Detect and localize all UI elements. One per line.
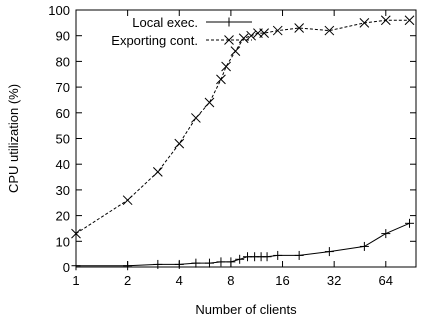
data-point-series-0 [191,258,201,268]
data-point-series-0 [216,257,226,267]
data-point-series-1 [221,61,231,72]
x-marker-b [191,113,201,123]
y-tick-label: 50 [56,132,70,147]
y-tick-label: 10 [56,234,70,249]
x-marker-b [380,15,391,26]
x-marker-b [238,33,249,44]
x-tick-label: 1 [72,273,79,288]
data-point-series-1 [359,17,370,28]
legend-label: Local exec. [132,15,198,30]
y-tick-label: 0 [63,260,70,275]
x-marker-b [324,25,335,36]
data-point-series-1 [324,25,335,36]
x-marker-b [152,167,163,177]
data-point-series-0 [153,259,163,269]
x-marker-b [230,46,241,56]
data-point-series-0 [204,258,214,268]
plot-frame [75,9,417,268]
data-point-series-0 [262,252,272,262]
y-tick-label: 60 [56,106,70,121]
y-tick-label: 30 [56,183,70,198]
x-marker-b [216,74,226,85]
data-point-series-1 [230,46,241,56]
data-point-series-1 [272,25,283,36]
data-point-series-1 [216,74,226,85]
y-tick-label: 70 [56,80,70,95]
data-point-series-1 [294,23,305,33]
data-point-series-1 [238,33,249,44]
legend-marker [224,17,234,27]
data-point-series-1 [122,195,133,206]
data-point-series-0 [381,229,391,239]
data-point-series-1 [204,97,215,108]
data-point-series-1 [152,167,163,177]
data-point-series-0 [235,254,245,264]
x-tick-label: 16 [275,273,289,288]
x-marker-b [204,97,215,108]
x-tick-label: 32 [327,273,341,288]
x-marker-b [359,17,370,28]
data-point-series-1 [259,28,269,38]
x-marker-b [272,25,283,36]
y-tick-label: 100 [48,3,70,18]
x-axis-title: Number of clients [195,302,297,317]
x-tick-label: 4 [176,273,183,288]
data-point-series-1 [246,30,257,41]
data-point-series-0 [294,250,304,260]
y-tick-label: 90 [56,29,70,44]
data-point-series-0 [405,218,415,228]
axes: 0 10 20 30 40 50 60 70 80 90 100 1 2 4 8 16 32 64 [48,3,416,288]
plot-area [71,15,415,271]
data-point-series-0 [359,241,369,251]
x-marker-b [259,28,269,38]
x-tick-label: 8 [227,273,234,288]
legend-marker [224,35,234,45]
y-tick-label: 40 [56,157,70,172]
x-tick-label: 2 [124,273,131,288]
y-tick-label: 20 [56,209,70,224]
x-marker-b [294,23,305,33]
data-point-series-0 [273,250,283,260]
x-marker-b [174,138,185,149]
data-point-series-1 [404,15,415,26]
x-marker-b [122,195,133,206]
legend: Local exec. Exporting cont. [111,15,252,48]
legend-label: Exporting cont. [111,33,198,48]
x-marker-b [221,61,231,72]
x-marker-b [404,15,415,26]
data-point-series-0 [324,247,334,257]
x-tick-label: 64 [379,273,393,288]
y-tick-label: 80 [56,54,70,69]
data-point-series-1 [191,113,201,123]
data-point-series-1 [380,15,391,26]
x-marker-b [246,30,257,41]
x-marker-b [224,35,234,45]
y-axis-title: CPU utilization (%) [6,84,21,193]
data-point-series-1 [174,138,185,149]
